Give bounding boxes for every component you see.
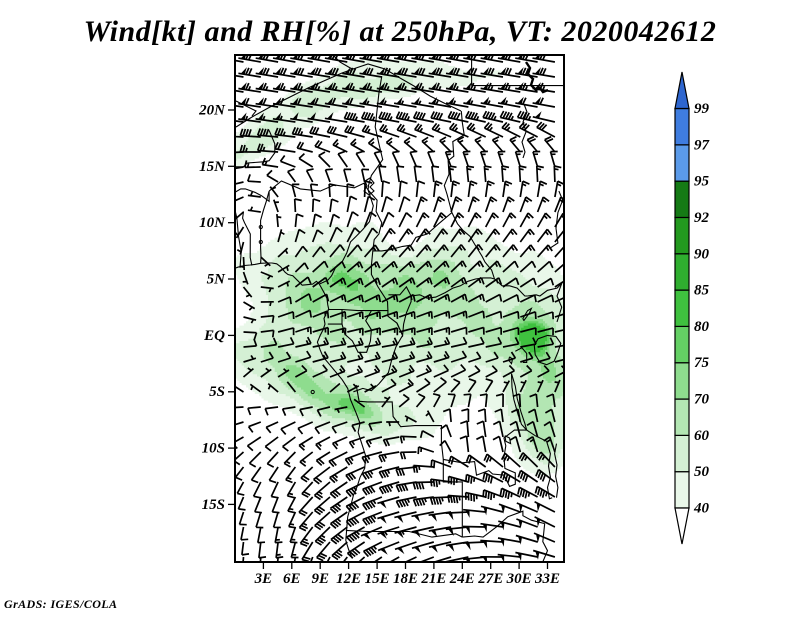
svg-text:10S: 10S: [202, 441, 225, 457]
svg-text:92: 92: [694, 210, 710, 226]
svg-text:15S: 15S: [202, 497, 225, 513]
svg-text:15N: 15N: [199, 159, 226, 175]
svg-text:60: 60: [694, 428, 710, 444]
svg-text:85: 85: [694, 283, 710, 299]
svg-text:15E: 15E: [365, 571, 390, 587]
svg-text:95: 95: [694, 174, 710, 190]
svg-text:40: 40: [693, 501, 710, 517]
svg-text:6E: 6E: [283, 571, 301, 587]
svg-text:9E: 9E: [311, 571, 329, 587]
svg-text:70: 70: [694, 392, 710, 408]
svg-text:27E: 27E: [477, 571, 503, 587]
svg-text:97: 97: [694, 137, 710, 153]
svg-text:5S: 5S: [209, 384, 225, 400]
svg-text:33E: 33E: [534, 571, 560, 587]
svg-text:21E: 21E: [420, 571, 446, 587]
svg-text:12E: 12E: [336, 571, 361, 587]
svg-text:20N: 20N: [198, 103, 226, 119]
svg-text:18E: 18E: [393, 571, 418, 587]
svg-text:90: 90: [694, 246, 710, 262]
svg-text:5N: 5N: [207, 272, 227, 288]
svg-text:50: 50: [694, 464, 710, 480]
svg-text:EQ: EQ: [203, 328, 225, 344]
svg-text:10N: 10N: [199, 215, 226, 231]
svg-text:3E: 3E: [254, 571, 273, 587]
svg-text:99: 99: [694, 101, 710, 117]
svg-text:GrADS: IGES/COLA: GrADS: IGES/COLA: [4, 597, 117, 611]
svg-text:75: 75: [694, 355, 710, 371]
svg-text:80: 80: [694, 319, 710, 335]
svg-text:24E: 24E: [449, 571, 475, 587]
svg-text:30E: 30E: [506, 571, 532, 587]
svg-text:Wind[kt] and RH[%] at 250hPa,: Wind[kt] and RH[%] at 250hPa, VT: 202004…: [84, 15, 717, 48]
